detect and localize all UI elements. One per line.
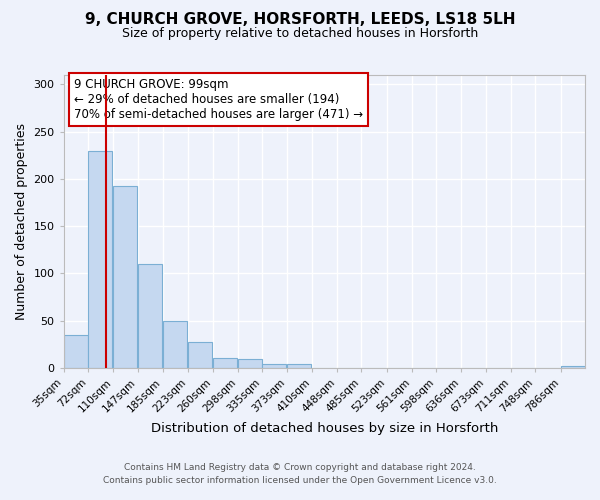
- Bar: [88, 150, 112, 368]
- Text: Size of property relative to detached houses in Horsforth: Size of property relative to detached ho…: [122, 28, 478, 40]
- Bar: [64, 334, 88, 368]
- Text: Contains HM Land Registry data © Crown copyright and database right 2024.: Contains HM Land Registry data © Crown c…: [124, 464, 476, 472]
- Text: 9, CHURCH GROVE, HORSFORTH, LEEDS, LS18 5LH: 9, CHURCH GROVE, HORSFORTH, LEEDS, LS18 …: [85, 12, 515, 28]
- Y-axis label: Number of detached properties: Number of detached properties: [15, 123, 28, 320]
- Bar: [138, 264, 162, 368]
- Bar: [163, 320, 187, 368]
- Bar: [113, 186, 137, 368]
- Bar: [560, 366, 584, 368]
- Bar: [188, 342, 212, 368]
- Bar: [212, 358, 237, 368]
- X-axis label: Distribution of detached houses by size in Horsforth: Distribution of detached houses by size …: [151, 422, 498, 435]
- Text: 9 CHURCH GROVE: 99sqm
← 29% of detached houses are smaller (194)
70% of semi-det: 9 CHURCH GROVE: 99sqm ← 29% of detached …: [74, 78, 363, 121]
- Bar: [287, 364, 311, 368]
- Bar: [238, 360, 262, 368]
- Bar: [262, 364, 286, 368]
- Text: Contains public sector information licensed under the Open Government Licence v3: Contains public sector information licen…: [103, 476, 497, 485]
